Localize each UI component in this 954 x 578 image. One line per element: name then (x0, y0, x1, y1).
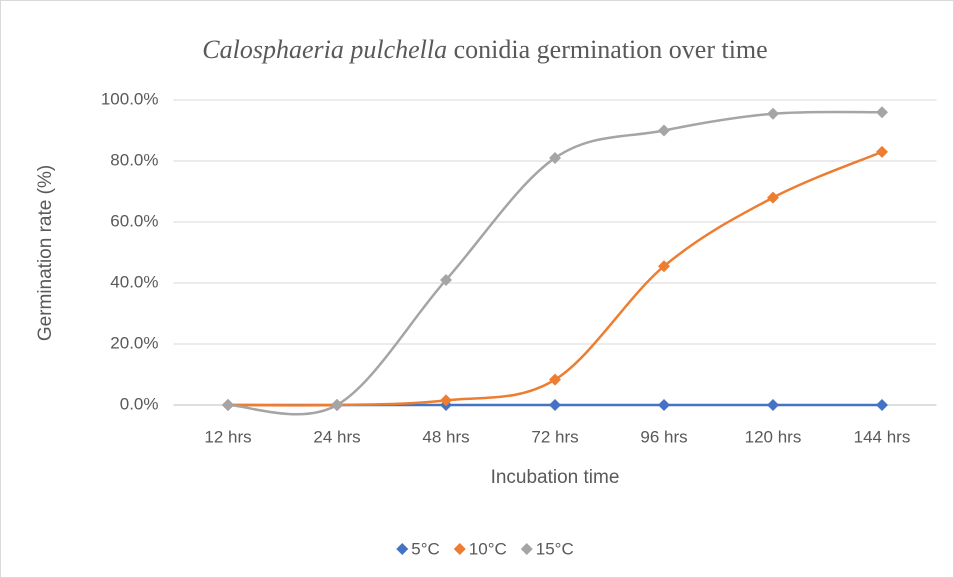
title-text: conidia germination over time (454, 35, 768, 64)
point-marker (440, 273, 452, 286)
x-tick-label: 24 hrs (313, 427, 360, 446)
point-marker (658, 399, 670, 411)
x-tick-label: 48 hrs (422, 427, 469, 446)
point-marker (440, 394, 452, 407)
chart-title: Calosphaeria pulchella conidia germinati… (202, 35, 767, 64)
y-tick-label: 20.0% (110, 333, 158, 352)
point-marker (549, 399, 561, 411)
x-axis-label: Incubation time (491, 467, 620, 488)
x-tick-label: 120 hrs (745, 427, 802, 446)
legend-marker (396, 543, 409, 555)
point-marker (876, 106, 888, 119)
legend-label: 5°C (411, 539, 440, 558)
point-marker (222, 399, 234, 411)
legend-label: 15°C (536, 539, 574, 558)
legend-marker (453, 543, 466, 555)
y-axis-label: Germination rate (%) (35, 165, 56, 341)
y-tick-label: 60.0% (110, 211, 158, 230)
point-marker (658, 260, 670, 273)
legend: 5°C 10°C 15°C (396, 539, 574, 558)
title-italic: Calosphaeria pulchella (202, 35, 447, 64)
legend-marker (520, 543, 533, 555)
point-marker (549, 151, 561, 164)
x-tick-label: 12 hrs (204, 427, 251, 446)
y-tick-label: 80.0% (110, 150, 158, 169)
x-tick-label: 72 hrs (531, 427, 578, 446)
point-marker (767, 191, 779, 204)
point-marker (767, 399, 779, 411)
y-tick-label: 40.0% (110, 272, 158, 291)
point-marker (876, 145, 888, 158)
x-tick-label: 96 hrs (640, 427, 687, 446)
point-marker (549, 373, 561, 386)
legend-label: 10°C (469, 539, 507, 558)
y-tick-label: 100.0% (101, 89, 159, 108)
x-tick-label: 144 hrs (854, 427, 911, 446)
point-marker (331, 399, 343, 411)
point-marker (658, 124, 670, 137)
point-marker (876, 399, 888, 411)
y-tick-label: 0.0% (120, 394, 159, 413)
point-marker (767, 107, 779, 120)
